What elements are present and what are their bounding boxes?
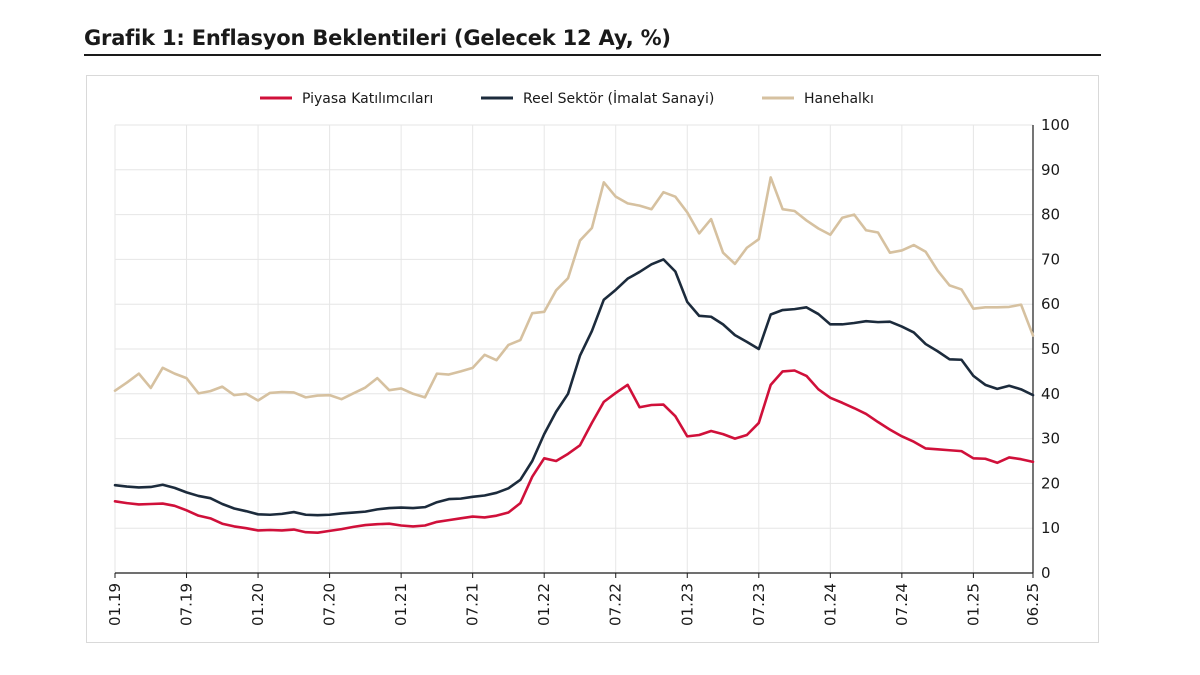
- x-tick-label: 01.25: [964, 583, 982, 626]
- x-tick-label: 07.24: [893, 583, 911, 626]
- x-tick-label: 01.24: [821, 583, 839, 626]
- x-tick-label: 01.23: [678, 583, 696, 626]
- y-tick-label: 40: [1041, 385, 1060, 403]
- series-line-1: [113, 258, 1035, 517]
- x-tick-label: 07.19: [178, 583, 196, 626]
- x-tick-label: 01.22: [535, 583, 553, 626]
- y-tick-label: 90: [1041, 161, 1060, 179]
- x-tick-label: 01.19: [106, 583, 124, 626]
- grid-lines: [114, 124, 1034, 573]
- y-tick-label: 100: [1041, 116, 1070, 134]
- y-tick-label: 20: [1041, 474, 1060, 492]
- y-tick-label: 30: [1041, 430, 1060, 448]
- y-tick-label: 80: [1041, 206, 1060, 224]
- y-tick-label: 0: [1041, 564, 1051, 582]
- legend: Piyasa Katılımcıları Reel Sektör (İmalat …: [260, 89, 874, 107]
- series-line-2: [113, 176, 1035, 402]
- x-tick-label: 07.22: [607, 583, 625, 626]
- y-tick-label: 60: [1041, 295, 1060, 313]
- chart-title: Grafik 1: Enflasyon Beklentileri (Gelece…: [84, 26, 671, 50]
- legend-label-2: Hanehalkı: [804, 91, 874, 107]
- y-tick-label: 50: [1041, 340, 1060, 358]
- x-tick-label: 07.21: [464, 583, 482, 626]
- title-divider: [84, 54, 1101, 56]
- legend-label-0: Piyasa Katılımcıları: [302, 91, 433, 107]
- legend-label-1: Reel Sektör (İmalat Sanayi): [523, 89, 714, 107]
- x-tick-label: 06.25: [1024, 583, 1042, 626]
- x-tick-label: 01.21: [392, 583, 410, 626]
- axes: 0 10 20 30 40 50 60 70 80 90 100 01.19 07.19 01.20 07.…: [106, 116, 1070, 626]
- x-tick-label: 07.20: [321, 583, 339, 626]
- chart-frame: [86, 75, 1099, 643]
- series-lines: [113, 176, 1035, 534]
- y-tick-label: 70: [1041, 250, 1060, 268]
- x-tick-label: 01.20: [249, 583, 267, 626]
- x-tick-label: 07.23: [750, 583, 768, 626]
- y-tick-label: 10: [1041, 519, 1060, 537]
- series-line-0: [113, 369, 1035, 534]
